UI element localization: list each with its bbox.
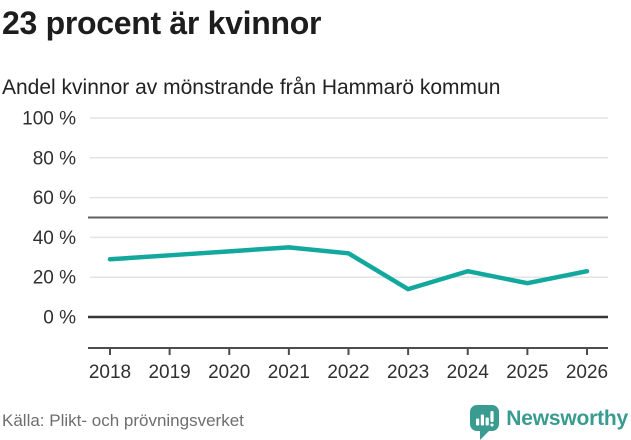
x-tick-label: 2024 (447, 362, 490, 383)
newsworthy-barchart-icon (470, 405, 500, 440)
newsworthy-wordmark: Newsworthy (506, 407, 628, 430)
y-tick-label: 40 % (33, 228, 76, 249)
x-tick-label: 2019 (148, 362, 190, 383)
bar-medium (485, 417, 490, 426)
y-tick-label: 100 % (22, 109, 76, 130)
y-tick-label: 20 % (33, 268, 76, 289)
newsworthy-logo[interactable]: Newsworthy (470, 402, 628, 440)
x-tick-label: 2023 (387, 362, 429, 383)
chart-subtitle: Andel kvinnor av mönstrande från Hammarö… (2, 76, 501, 99)
x-tick-label: 2025 (506, 362, 548, 383)
source-note: Källa: Plikt- och prövningsverket (2, 411, 244, 430)
x-tick-label: 2022 (327, 362, 369, 383)
x-tick-label: 2020 (208, 362, 250, 383)
speech-bubble-shape (470, 405, 500, 440)
exclamation-bar (490, 411, 494, 422)
trend-line (107, 245, 590, 292)
x-tick-label: 2026 (566, 362, 608, 383)
y-tick-label: 80 % (33, 148, 76, 169)
page-title: 23 procent är kvinnor (2, 5, 322, 41)
x-tick-label: 2018 (89, 362, 131, 383)
exclamation-dot (490, 423, 494, 427)
y-tick-label: 60 % (33, 188, 76, 209)
x-tick-label: 2021 (268, 362, 310, 383)
y-tick-label: 0 % (43, 308, 76, 329)
bar-small (476, 418, 480, 426)
bar-tall (481, 414, 485, 426)
